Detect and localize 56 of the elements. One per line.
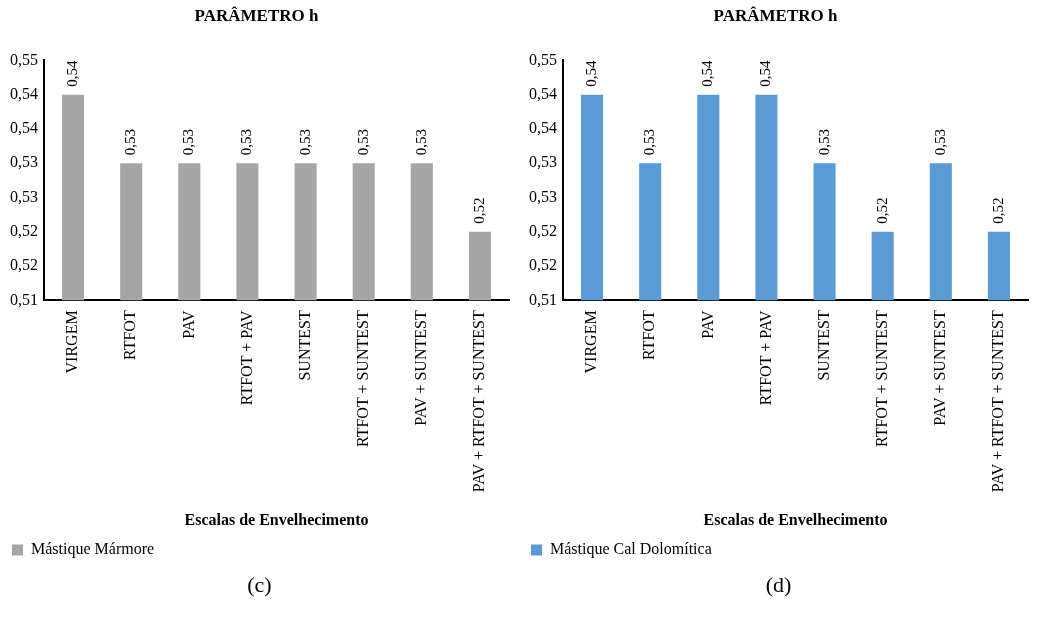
x-tick-label: PAV xyxy=(179,309,197,339)
text: 0,52 xyxy=(470,197,487,224)
y-tick-label: 0,54 xyxy=(529,84,557,102)
x-tick-label: VIRGEM xyxy=(582,310,600,374)
text: 0,53 xyxy=(122,128,139,156)
chart-title: PARÂMETRO h xyxy=(713,5,838,25)
text: 0,54 xyxy=(757,60,774,87)
text: 0,53 xyxy=(180,128,197,156)
x-tick-label: PAV + SUNTEST xyxy=(412,310,430,426)
x-axis-title: Escalas de Envelhecimento xyxy=(184,510,369,528)
chart-title: PARÂMETRO h xyxy=(194,5,319,25)
text: 0,54 xyxy=(699,60,716,87)
x-tick-label: PAV + RTFOT + SUNTEST xyxy=(989,310,1007,493)
x-tick-label: RTFOT xyxy=(640,310,658,361)
y-tick-label: 0,54 xyxy=(529,119,557,137)
text: 0,53 xyxy=(412,128,429,156)
y-tick-label: 0,52 xyxy=(529,221,557,239)
x-tick-label: VIRGEM xyxy=(63,310,81,374)
text: (c) xyxy=(246,572,273,598)
text: 0,53 xyxy=(931,128,948,156)
y-tick-label: 0,53 xyxy=(10,187,38,205)
text: 0,53 xyxy=(238,128,255,156)
x-tick-label: SUNTEST xyxy=(295,310,313,381)
text: 0,54 xyxy=(583,60,599,87)
y-tick-label: 0,55 xyxy=(10,50,38,68)
x-tick-label: RTFOT + SUNTEST xyxy=(872,310,890,448)
y-tick-label: 0,52 xyxy=(10,256,38,274)
x-tick-label: RTFOT xyxy=(121,310,139,361)
y-tick-label: 0,52 xyxy=(529,256,557,274)
x-axis-title: Escalas de Envelhecimento xyxy=(703,510,888,528)
x-tick-label: PAV + RTFOT + SUNTEST xyxy=(470,310,488,493)
legend-label: Mástique Cal Dolomítica xyxy=(550,540,712,559)
y-tick-label: 0,53 xyxy=(10,153,38,171)
y-tick-label: 0,54 xyxy=(10,119,38,137)
y-tick-label: 0,55 xyxy=(529,50,557,68)
y-tick-label: 0,53 xyxy=(529,187,557,205)
text: (d) xyxy=(764,572,793,598)
text: 0,53 xyxy=(354,128,371,156)
text: 0,53 xyxy=(641,128,658,156)
text: 0,54 xyxy=(64,60,80,87)
y-tick-label: 0,51 xyxy=(10,290,38,308)
text: 0,53 xyxy=(296,128,313,156)
x-tick-label: PAV xyxy=(698,309,716,339)
text: 0,53 xyxy=(815,128,832,156)
y-tick-label: 0,53 xyxy=(529,153,557,171)
x-tick-label: RTFOT + PAV xyxy=(237,309,255,406)
x-tick-label: RTFOT + PAV xyxy=(756,309,774,406)
text: 0,52 xyxy=(873,197,890,224)
y-tick-label: 0,52 xyxy=(10,221,38,239)
legend-label: Mástique Mármore xyxy=(31,540,155,559)
text: 0,52 xyxy=(989,197,1006,224)
x-tick-label: PAV + SUNTEST xyxy=(931,310,949,426)
x-tick-label: SUNTEST xyxy=(814,310,832,381)
x-tick-label: RTFOT + SUNTEST xyxy=(353,310,371,448)
y-tick-label: 0,54 xyxy=(10,84,38,102)
y-tick-label: 0,51 xyxy=(529,290,557,308)
